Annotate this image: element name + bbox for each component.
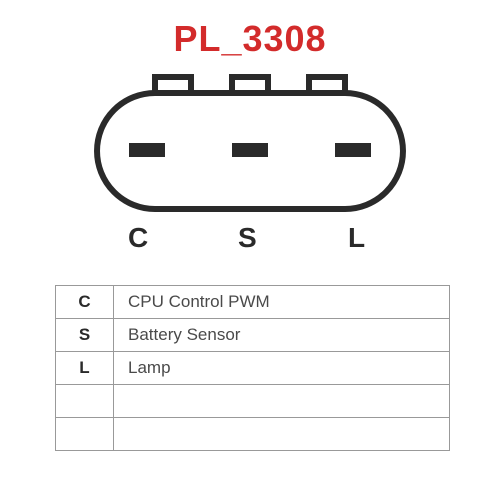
table-row: S Battery Sensor xyxy=(56,319,450,352)
connector-diagram xyxy=(85,65,415,220)
legend-desc xyxy=(114,385,450,418)
legend-desc xyxy=(114,418,450,451)
pin-label-s: S xyxy=(238,222,257,254)
legend-code: S xyxy=(56,319,114,352)
table-row xyxy=(56,385,450,418)
legend-code: C xyxy=(56,286,114,319)
table-row: L Lamp xyxy=(56,352,450,385)
legend-code: L xyxy=(56,352,114,385)
part-number-title: PL_3308 xyxy=(0,18,500,60)
table-row xyxy=(56,418,450,451)
pin-label-c: C xyxy=(128,222,148,254)
legend-table: C CPU Control PWM S Battery Sensor L Lam… xyxy=(55,285,450,451)
legend-desc: Lamp xyxy=(114,352,450,385)
pin-label-l: L xyxy=(348,222,365,254)
legend-desc: Battery Sensor xyxy=(114,319,450,352)
table-row: C CPU Control PWM xyxy=(56,286,450,319)
legend-code xyxy=(56,385,114,418)
legend-desc: CPU Control PWM xyxy=(114,286,450,319)
legend-code xyxy=(56,418,114,451)
